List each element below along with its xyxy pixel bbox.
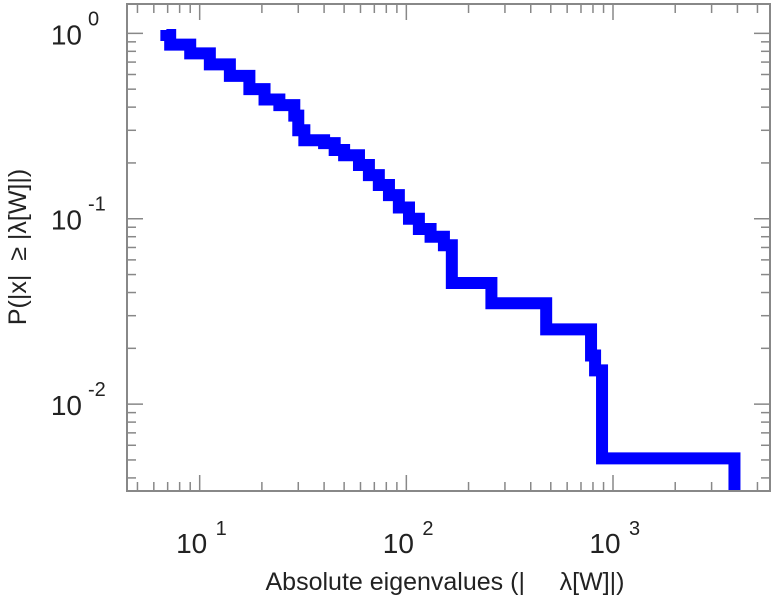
x-tick-label-base: 10 (589, 528, 620, 559)
x-tick-label-exponent: 3 (629, 518, 640, 540)
x-tick-label-exponent: 1 (216, 518, 227, 540)
y-tick-label-base: 10 (51, 390, 82, 421)
plot-frame (126, 3, 771, 492)
x-tick-labels: 10 1 10 2 10 3 (176, 518, 640, 559)
y-axis-label: P(|x| ≥ |λ[W]|) (4, 169, 32, 325)
y-tick-label-exponent: -2 (88, 379, 106, 401)
y-tick-label-base: 10 (51, 205, 82, 236)
y-tick-label-exponent: -1 (88, 194, 106, 216)
x-tick-label-base: 10 (383, 528, 414, 559)
y-tick-label-exponent: 0 (88, 8, 99, 30)
x-axis-label: Absolute eigenvalues (| λ[W]|) (266, 568, 625, 596)
axis-ticks (127, 4, 770, 491)
y-tick-label-base: 10 (51, 19, 82, 50)
x-tick-label-base: 10 (176, 528, 207, 559)
x-tick-label-exponent: 2 (422, 518, 433, 540)
y-tick-labels: 10 0 10 -1 10 -2 (51, 8, 106, 421)
series-line-ccdf (160, 28, 741, 491)
